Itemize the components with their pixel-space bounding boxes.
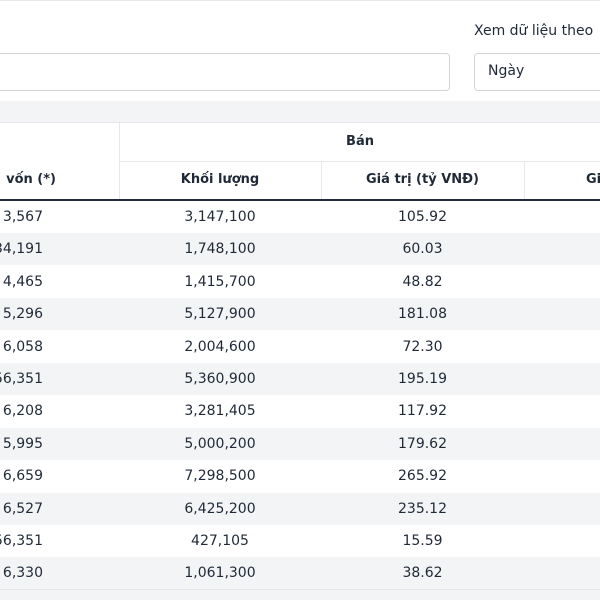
filter-label: Xem dữ liệu theo xyxy=(474,23,594,39)
table-cell: 117.92 xyxy=(398,403,447,420)
search-input[interactable] xyxy=(0,53,450,91)
table-row xyxy=(0,233,600,266)
table-cell: 1,061,300 xyxy=(184,565,256,582)
column-header: Giá trị (tỷ VNĐ) xyxy=(366,172,479,187)
table-cell: 72.30 xyxy=(402,338,443,355)
table-row xyxy=(0,557,600,590)
table-cell: 3,147,100 xyxy=(184,209,256,225)
table-row xyxy=(0,298,600,331)
table-cell: 427,105 xyxy=(191,533,249,549)
table-cell: 15.59 xyxy=(402,533,443,549)
table-cell: 5,360,900 xyxy=(184,371,256,387)
table-cell: 1,748,100 xyxy=(184,241,256,258)
filter-bar: Xem dữ liệu theo Ngày xyxy=(0,0,600,101)
table-row xyxy=(0,525,600,557)
table-cell: 56,351 xyxy=(0,371,43,387)
table-cell: 7,298,500 xyxy=(184,468,256,485)
column-header: Gi xyxy=(586,172,600,187)
table-cell: 5,296 xyxy=(2,306,43,323)
table-cell: 265.92 xyxy=(398,468,447,485)
table-cell: 3,567 xyxy=(2,209,43,225)
divider xyxy=(321,161,322,199)
period-select-value[interactable]: Ngày xyxy=(488,63,525,79)
table-cell: 6,659 xyxy=(2,468,43,485)
table: Bán vốn (*) Khối lượng Giá trị (tỷ VNĐ) Gi 3,… xyxy=(0,122,600,590)
table-cell: 6,425,200 xyxy=(184,500,256,517)
column-header: vốn (*) xyxy=(6,172,56,187)
table-cell: 181.08 xyxy=(398,306,447,323)
table-cell: 56,351 xyxy=(0,533,43,549)
table-row xyxy=(0,265,600,298)
table-cell: 34,191 xyxy=(0,241,43,258)
table-row xyxy=(0,460,600,493)
table-row xyxy=(0,395,600,428)
table-row xyxy=(0,427,600,460)
table-cell: 2,004,600 xyxy=(184,338,256,355)
group-header: Bán xyxy=(346,134,374,149)
table-row xyxy=(0,330,600,363)
table-cell: 38.62 xyxy=(402,565,443,582)
header-border xyxy=(0,199,600,201)
table-cell: 3,281,405 xyxy=(184,403,256,420)
column-header: Khối lượng xyxy=(180,172,260,187)
table-cell: 48.82 xyxy=(402,273,443,290)
table-cell: 6,058 xyxy=(2,338,43,355)
table-cell: 1,415,700 xyxy=(184,273,256,290)
table-cell: 5,127,900 xyxy=(184,306,256,323)
table-cell: 6,527 xyxy=(2,500,43,517)
table-row xyxy=(0,201,600,233)
table-cell: 235.12 xyxy=(398,500,447,517)
table-cell: 6,330 xyxy=(2,565,43,582)
period-select[interactable] xyxy=(474,53,600,91)
table-row xyxy=(0,363,600,395)
divider xyxy=(524,161,525,199)
table-cell: 60.03 xyxy=(402,241,443,258)
table-row xyxy=(0,492,600,525)
table-cell: 4,465 xyxy=(2,273,43,290)
table-cell: 6,208 xyxy=(2,403,43,420)
table-cell: 105.92 xyxy=(398,209,447,225)
divider xyxy=(119,161,600,162)
table-cell: 179.62 xyxy=(398,435,447,452)
table-cell: 5,995 xyxy=(2,435,43,452)
table-cell: 195.19 xyxy=(398,371,447,387)
table-cell: 5,000,200 xyxy=(184,435,256,452)
